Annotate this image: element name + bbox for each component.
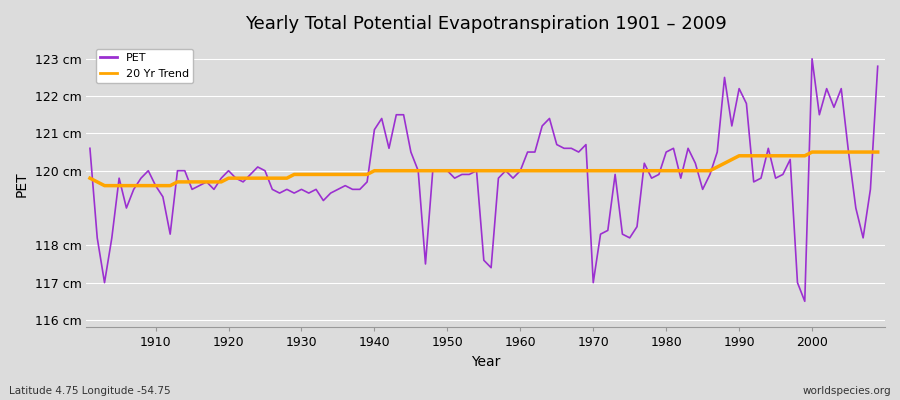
Legend: PET, 20 Yr Trend: PET, 20 Yr Trend: [95, 48, 194, 83]
Text: Latitude 4.75 Longitude -54.75: Latitude 4.75 Longitude -54.75: [9, 386, 171, 396]
Title: Yearly Total Potential Evapotranspiration 1901 – 2009: Yearly Total Potential Evapotranspiratio…: [245, 15, 726, 33]
Y-axis label: PET: PET: [15, 171, 29, 196]
Text: worldspecies.org: worldspecies.org: [803, 386, 891, 396]
X-axis label: Year: Year: [471, 355, 500, 369]
